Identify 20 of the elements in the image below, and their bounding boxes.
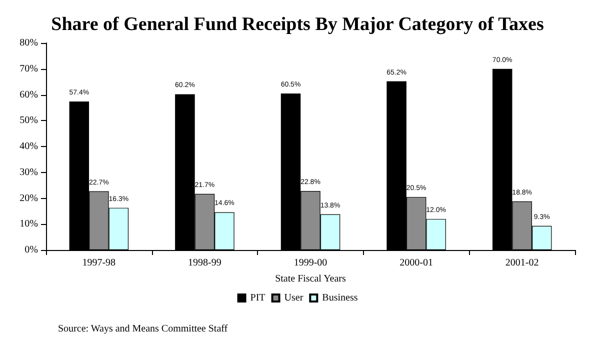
y-tick-label: 30%	[20, 166, 38, 178]
chart-title: Share of General Fund Receipts By Major Category of Taxes	[51, 14, 544, 35]
source-note: Source: Ways and Means Committee Staff	[58, 324, 228, 334]
y-tick-label: 80%	[20, 38, 38, 48]
x-tick-label: 2000-01	[400, 258, 433, 268]
x-axis-title: State Fiscal Years	[275, 274, 346, 284]
x-tick-label: 1999-00	[294, 258, 328, 268]
x-tick-label: 2001-02	[505, 258, 539, 268]
y-tick-label: 20%	[20, 192, 38, 204]
legend-label: PIT	[250, 292, 266, 304]
x-tick-label: 1998-99	[188, 258, 222, 268]
y-tick-label: 50%	[20, 115, 38, 126]
y-tick-label: 10%	[20, 218, 38, 230]
legend-label: User	[284, 292, 304, 304]
y-tick-label: 60%	[20, 89, 38, 100]
y-tick-label: 40%	[20, 141, 38, 152]
x-tick-label: 1997-98	[82, 258, 116, 268]
y-tick-label: 70%	[20, 63, 38, 74]
y-tick-label: 0%	[24, 244, 38, 256]
legend-label: Business	[322, 292, 358, 304]
